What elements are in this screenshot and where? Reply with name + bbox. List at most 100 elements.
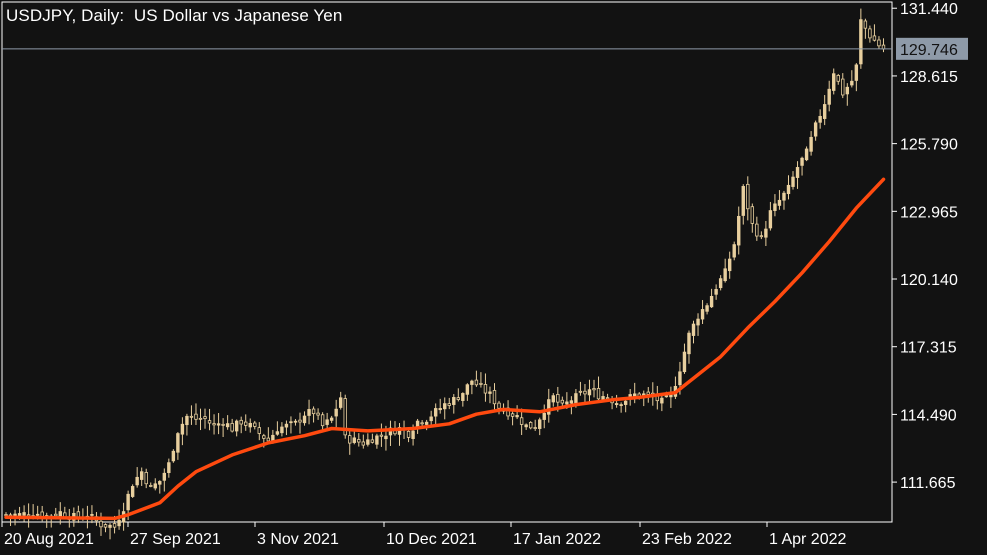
candle-body xyxy=(519,417,524,425)
candle xyxy=(497,400,501,415)
candle-body xyxy=(320,414,325,427)
candle xyxy=(750,203,755,233)
candle xyxy=(479,372,483,388)
candle xyxy=(153,478,157,491)
candle-body xyxy=(239,419,243,425)
candle xyxy=(248,418,252,433)
candle xyxy=(551,393,555,407)
candle xyxy=(298,412,302,434)
candle xyxy=(687,330,691,364)
candle xyxy=(809,131,813,156)
candle xyxy=(302,411,307,426)
candle xyxy=(316,408,320,420)
candle xyxy=(443,397,447,420)
candle xyxy=(836,73,840,85)
candle xyxy=(768,201,773,231)
candle-body xyxy=(334,408,338,417)
candle-body xyxy=(370,439,375,443)
candle-body xyxy=(705,305,709,312)
candle xyxy=(596,376,601,402)
candle xyxy=(881,38,886,53)
moving-average-line xyxy=(4,177,886,521)
candle-body xyxy=(718,278,723,289)
candle xyxy=(655,385,660,410)
candle xyxy=(275,421,280,436)
candle xyxy=(375,433,379,449)
candle xyxy=(280,422,284,437)
candle-body xyxy=(289,421,293,424)
candle xyxy=(578,381,583,396)
candle xyxy=(859,8,863,69)
candle-body xyxy=(574,393,578,404)
candle-body xyxy=(298,419,302,423)
candle xyxy=(845,83,849,106)
candle xyxy=(207,408,212,431)
candle xyxy=(26,503,31,528)
candle-body xyxy=(35,513,40,516)
candle-body xyxy=(483,384,488,394)
candle-body xyxy=(230,423,234,432)
candle-body xyxy=(158,481,162,485)
candle-body xyxy=(207,420,212,424)
candle-body xyxy=(614,403,619,406)
candle xyxy=(293,419,298,426)
candle xyxy=(854,63,859,92)
candle xyxy=(492,383,497,412)
y-tick-label: 111.665 xyxy=(900,475,956,492)
candle-body xyxy=(646,391,650,395)
candle xyxy=(470,379,474,395)
candle-body xyxy=(4,514,8,516)
candle-body xyxy=(22,512,26,516)
candle-body xyxy=(777,199,782,206)
candle-body xyxy=(253,422,257,427)
candle-body xyxy=(248,422,252,428)
x-axis: 20 Aug 2021 27 Sep 2021 3 Nov 2021 10 Dec 2… xyxy=(1,522,847,548)
candle-body xyxy=(746,183,750,210)
current-price-label: 129.746 xyxy=(900,42,958,59)
candle-body xyxy=(325,419,329,425)
candle xyxy=(366,433,370,447)
candle-body xyxy=(542,412,546,420)
candle xyxy=(244,414,248,431)
candle-body xyxy=(167,462,171,474)
candle xyxy=(334,399,338,428)
candle xyxy=(877,36,881,49)
candle-body xyxy=(357,439,361,443)
candle-body xyxy=(438,408,442,411)
candle xyxy=(515,405,519,420)
candle xyxy=(623,399,628,413)
candle xyxy=(90,505,94,524)
candle xyxy=(850,70,854,88)
candle xyxy=(682,343,687,374)
candle xyxy=(813,120,818,141)
candle-body xyxy=(569,400,574,404)
candle-body xyxy=(854,64,859,81)
candle xyxy=(212,414,216,435)
candle xyxy=(764,220,768,247)
candle xyxy=(216,413,221,435)
candle-body xyxy=(587,389,592,396)
candle-body xyxy=(737,215,741,246)
candle xyxy=(76,505,81,523)
candle xyxy=(633,382,637,404)
candle-body xyxy=(293,420,298,423)
candle xyxy=(357,433,361,447)
candle-body xyxy=(822,104,827,119)
candle xyxy=(737,206,741,255)
candle xyxy=(45,512,49,528)
candle-body xyxy=(262,435,266,439)
candle-body xyxy=(13,513,17,517)
candle xyxy=(108,523,112,540)
candle-body xyxy=(329,417,334,421)
candle-body xyxy=(343,398,347,436)
candle-body xyxy=(90,514,94,516)
x-tick-label: 17 Jan 2022 xyxy=(513,531,601,548)
candle-body xyxy=(868,28,872,39)
candle-body xyxy=(863,20,868,29)
candle xyxy=(547,388,551,423)
candle-body xyxy=(669,394,673,398)
candle-body xyxy=(379,434,384,437)
candle-body xyxy=(845,86,849,95)
candle xyxy=(348,430,352,455)
y-tick-label: 117.315 xyxy=(900,340,957,357)
